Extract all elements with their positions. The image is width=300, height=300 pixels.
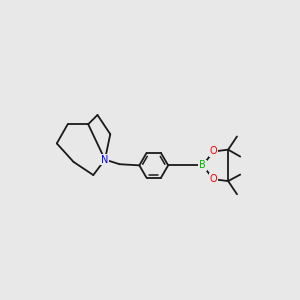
Text: O: O (210, 146, 217, 157)
Text: O: O (210, 174, 217, 184)
Text: B: B (199, 160, 206, 170)
Text: N: N (101, 154, 109, 165)
